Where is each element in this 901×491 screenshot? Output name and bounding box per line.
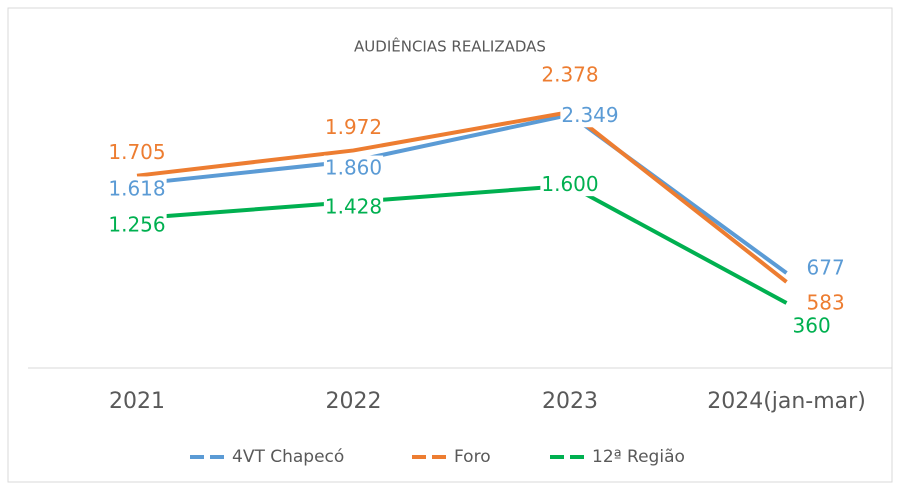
data-label-bg — [323, 155, 384, 180]
data-label-bg — [540, 172, 600, 197]
data-label-bg — [107, 212, 167, 237]
line — [136, 112, 788, 275]
data-label: 360 — [793, 314, 831, 338]
data-label: 1.972 — [325, 115, 382, 139]
data-label-bg — [560, 103, 620, 128]
data-label: 1.428 — [325, 194, 382, 218]
data-label: 1.600 — [541, 172, 598, 196]
data-label-bg — [540, 62, 600, 87]
data-label-bg — [805, 255, 846, 280]
legend-label: Foro — [454, 447, 491, 467]
data-label: 1.618 — [108, 176, 165, 200]
data-label-bg — [107, 140, 167, 165]
data-label-bg — [107, 176, 167, 201]
data-label-bg — [791, 313, 832, 338]
data-label: 1.705 — [108, 140, 165, 164]
data-label-bg — [805, 290, 846, 315]
data-label: 583 — [807, 290, 845, 314]
x-tick-label: 2021 — [109, 389, 165, 414]
chart-border — [7, 7, 893, 483]
data-label: 2.349 — [561, 103, 618, 127]
line — [136, 183, 788, 305]
data-label-bg — [323, 194, 384, 219]
x-tick-label: 2024(jan-mar) — [707, 389, 866, 414]
data-label: 677 — [807, 255, 845, 279]
data-label-bg — [323, 114, 384, 139]
legend-label: 4VT Chapecó — [232, 447, 344, 467]
data-label: 1.860 — [325, 156, 382, 180]
data-label: 2.378 — [541, 63, 598, 87]
line — [136, 109, 788, 284]
x-tick-label: 2023 — [542, 389, 598, 414]
chart-title: AUDIÊNCIAS REALIZADAS — [354, 37, 546, 56]
x-tick-label: 2022 — [326, 389, 382, 414]
data-label: 1.256 — [108, 213, 165, 237]
legend-label: 12ª Região — [592, 447, 685, 467]
